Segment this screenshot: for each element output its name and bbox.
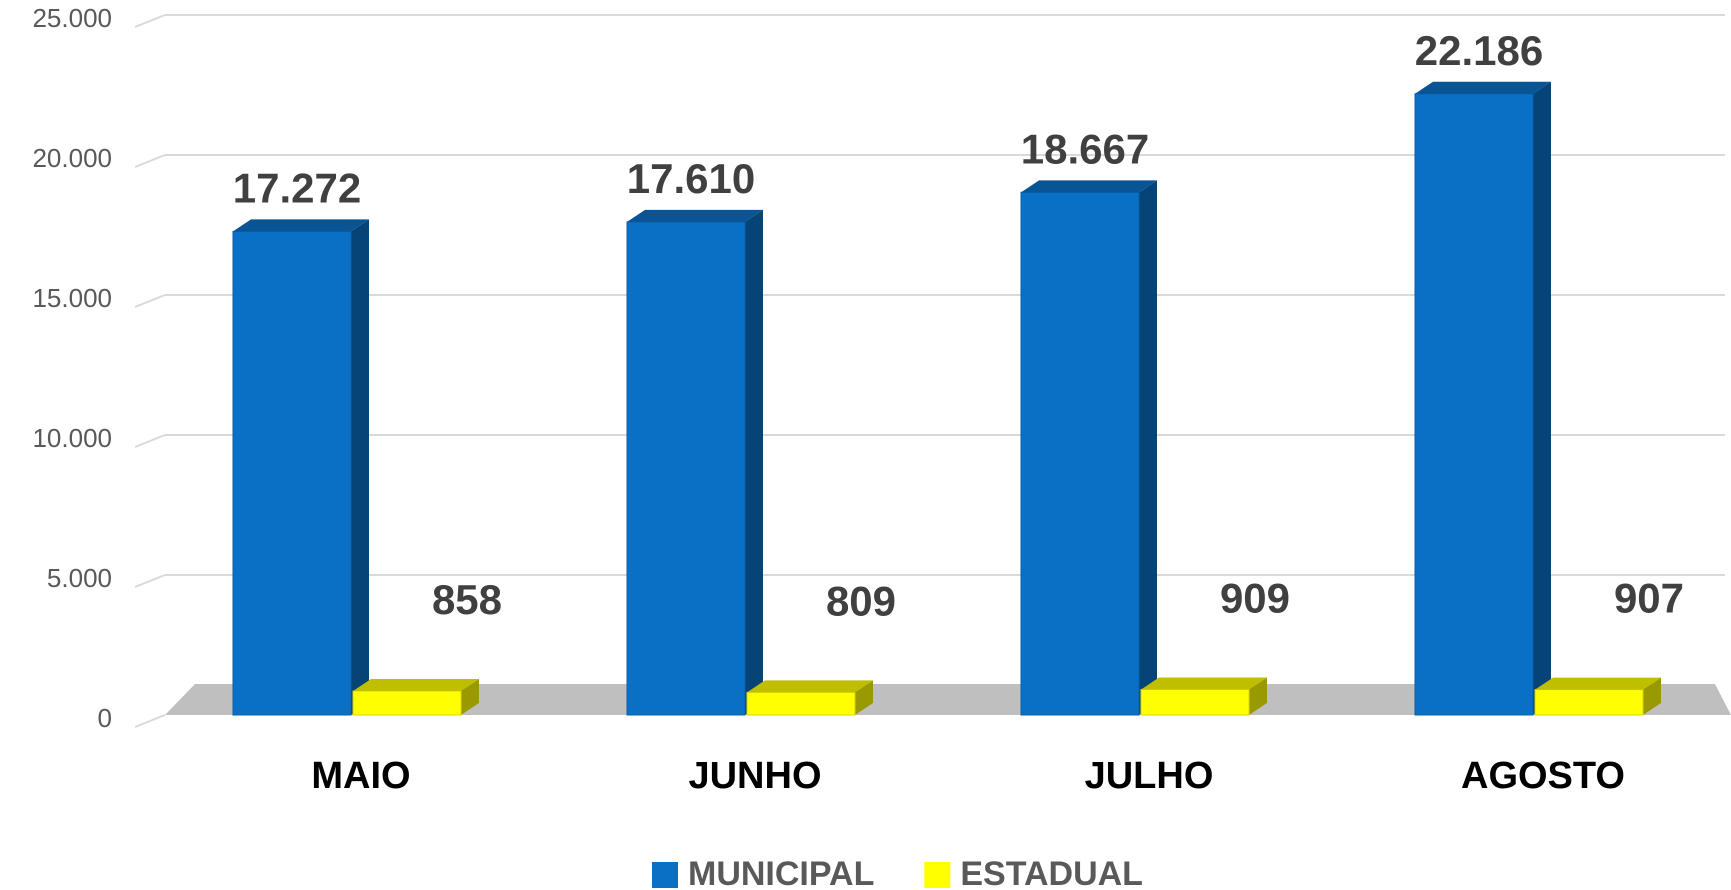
value-label: 18.667 xyxy=(1021,125,1149,172)
x-tick-label: AGOSTO xyxy=(1461,755,1625,797)
bar-top xyxy=(747,680,873,693)
legend-label: ESTADUAL xyxy=(960,855,1143,890)
bar-top xyxy=(627,209,763,222)
legend-swatch xyxy=(652,862,678,888)
value-label: 17.272 xyxy=(233,164,361,211)
y-tick-label: 20.000 xyxy=(32,143,112,173)
bar-side xyxy=(351,219,369,715)
value-label: 909 xyxy=(1220,575,1290,622)
bar-side xyxy=(745,209,763,716)
bar-top xyxy=(1021,180,1157,193)
y-tick-label: 25.000 xyxy=(32,3,112,33)
bar-top xyxy=(1141,677,1267,690)
bar xyxy=(1140,689,1250,716)
x-tick-label: MAIO xyxy=(311,755,410,797)
value-label: 17.610 xyxy=(627,155,755,202)
legend-label: MUNICIPAL xyxy=(688,855,874,890)
y-tick-label: 0 xyxy=(98,703,112,733)
bar-side xyxy=(1249,677,1267,715)
x-tick-label: JUNHO xyxy=(688,755,821,797)
value-label: 22.186 xyxy=(1415,27,1543,74)
value-label: 858 xyxy=(432,576,502,623)
value-label: 809 xyxy=(826,577,896,624)
bar-top xyxy=(353,678,479,691)
grid-line xyxy=(134,434,166,448)
legend-swatch xyxy=(924,862,951,888)
bar xyxy=(1020,191,1140,716)
y-tick-label: 15.000 xyxy=(32,283,112,313)
bar-side xyxy=(1533,81,1551,716)
bar xyxy=(352,690,462,716)
bar xyxy=(626,221,746,716)
grid-line xyxy=(134,714,166,728)
x-tick-label: JULHO xyxy=(1085,755,1214,797)
value-label: 907 xyxy=(1614,575,1684,622)
bar xyxy=(1414,93,1534,716)
bar-top xyxy=(233,219,369,232)
grid-line xyxy=(134,14,166,28)
bar xyxy=(746,691,856,716)
bar-side xyxy=(1139,180,1157,716)
bar xyxy=(232,230,352,716)
bar xyxy=(1534,689,1644,716)
bar-top xyxy=(1415,81,1551,94)
grid-line xyxy=(134,154,166,168)
bar-side xyxy=(855,680,873,715)
bar-side xyxy=(1643,677,1661,715)
y-tick-label: 10.000 xyxy=(32,423,112,453)
grid-line xyxy=(134,574,166,588)
floor xyxy=(165,684,1731,715)
bar-side xyxy=(461,678,479,715)
grid-line xyxy=(134,294,166,308)
bar-top xyxy=(1535,677,1661,690)
y-tick-label: 5.000 xyxy=(47,563,112,593)
